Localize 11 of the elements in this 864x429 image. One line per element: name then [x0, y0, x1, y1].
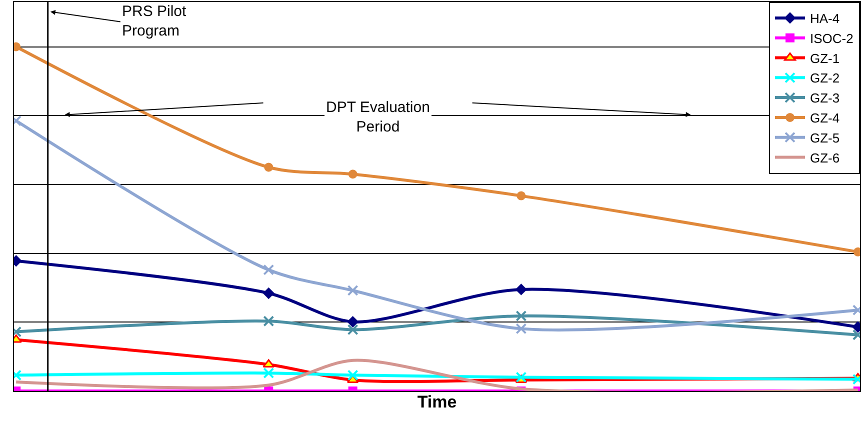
legend-label: GZ-4 [810, 110, 840, 126]
legend-label: GZ-2 [810, 70, 840, 86]
legend-label: GZ-6 [810, 150, 840, 166]
legend-label: GZ-3 [810, 90, 840, 106]
annotation: DPT Evaluation Period [326, 99, 430, 136]
x-axis-title: Time [417, 392, 457, 412]
text: PRS Pilot Program [122, 3, 188, 40]
legend-label: GZ-1 [810, 50, 840, 66]
legend-label: ISOC-2 [810, 30, 854, 46]
legend-label: HA-4 [810, 11, 840, 26]
legend-label: GZ-5 [810, 130, 840, 146]
